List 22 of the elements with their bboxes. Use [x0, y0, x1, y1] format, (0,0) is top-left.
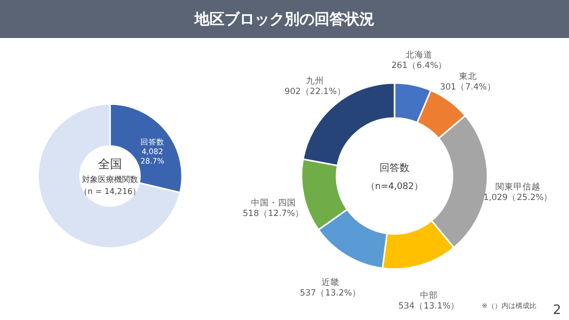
slice-label: 九州 [306, 76, 324, 87]
data-label: 902（22.1%） [284, 87, 346, 98]
data-label: 518（12.7%） [242, 209, 304, 220]
data-label: 537（13.2%） [300, 288, 362, 299]
text: 2 [552, 303, 562, 318]
slice-label: 中国・四国 [250, 198, 296, 209]
slice-label: 東北 [458, 71, 477, 82]
slice-label: 近畿 [321, 277, 340, 288]
data-label: 261（6.4%） [391, 60, 448, 71]
text: （n=4,082） [366, 182, 424, 192]
data-label: 534（13.1%） [398, 302, 460, 312]
text: 対象医療機関数 [82, 175, 138, 184]
slice-label: 中部 [420, 290, 438, 302]
slice-label: 関東甲信越 [496, 182, 541, 193]
data-label: 301（7.4%） [440, 82, 496, 93]
text: （n = 14,216） [80, 187, 140, 196]
text: 回答数 [380, 162, 410, 174]
donut-slice [37, 103, 181, 249]
text: 地区ブロック別の回答状況 [194, 10, 374, 28]
text: 全国 [98, 157, 122, 171]
data-label: 1,029（25.2%） [483, 193, 553, 204]
slice-label: 北海道 [406, 49, 433, 60]
